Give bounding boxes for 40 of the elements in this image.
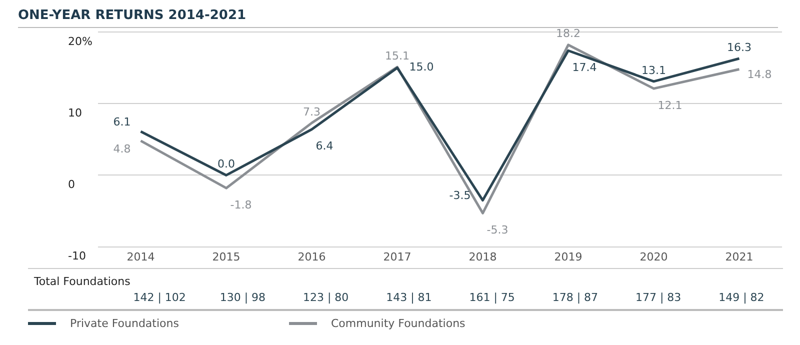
text: 177 | 83: [634, 291, 682, 304]
data-label: 0.0: [218, 158, 235, 171]
data-label: 18.2: [556, 27, 580, 40]
data-label: 17.4: [572, 60, 597, 74]
x-tick-label: 2018: [468, 250, 497, 264]
x-tick-label: 2020: [640, 250, 668, 264]
x-tick-label: 2015: [212, 250, 240, 264]
text: 123 | 80: [302, 291, 350, 304]
x-tick-label: 2017: [383, 250, 412, 264]
data-label: 15.1: [385, 49, 410, 62]
data-label: 14.8: [747, 68, 772, 82]
data-label: -1.8: [230, 198, 252, 212]
y-tick-label: -10: [68, 250, 86, 263]
y-tick-label: 10: [68, 106, 82, 120]
y-tick-label: 0: [68, 178, 75, 192]
data-label: -3.5: [449, 189, 471, 202]
data-label: 13.1: [642, 64, 666, 77]
chart-title: ONE-YEAR RETURNS 2014-2021: [18, 8, 778, 28]
data-label: 4.8: [113, 142, 131, 156]
x-tick-label: 2016: [298, 250, 326, 264]
legend-label: Private Foundations: [70, 317, 179, 330]
data-label: 15.0: [409, 60, 434, 74]
x-tick-label: 2014: [126, 250, 155, 264]
data-label: 12.1: [658, 98, 682, 112]
text: 178 | 87: [551, 291, 600, 304]
text: 143 | 81: [385, 291, 433, 304]
y-tick-label: 20%: [68, 34, 92, 48]
text: 149 | 82: [718, 291, 766, 304]
legend-label: Community Foundations: [330, 317, 466, 330]
data-label: 6.4: [316, 140, 334, 153]
text: 142 | 102: [132, 291, 187, 304]
text: Total Foundations: [34, 275, 130, 289]
data-label: -5.3: [486, 224, 508, 237]
x-tick-label: 2021: [725, 250, 754, 264]
data-label: 16.3: [727, 40, 752, 54]
x-tick-label: 2019: [554, 250, 582, 264]
data-label: 7.3: [303, 105, 320, 118]
text: 130 | 98: [218, 291, 267, 304]
data-label: 6.1: [113, 115, 131, 128]
text: 161 | 75: [468, 291, 516, 304]
